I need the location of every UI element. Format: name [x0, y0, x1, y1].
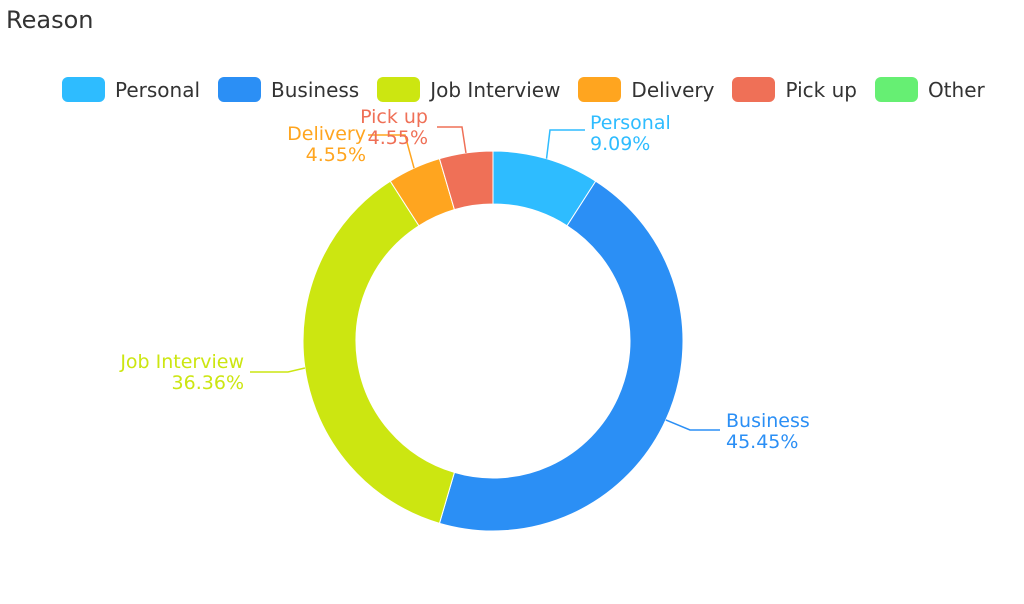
- legend-swatch: [62, 77, 105, 102]
- data-label-percent: 36.36%: [172, 372, 244, 394]
- legend-swatch: [578, 77, 622, 102]
- leader-line-job-interview: [250, 367, 306, 373]
- data-label-name: Business: [726, 410, 810, 432]
- slice-job-interview[interactable]: [302, 180, 456, 524]
- legend-item-pick-up[interactable]: Pick up: [732, 77, 857, 102]
- legend-swatch: [732, 77, 776, 102]
- legend-label: Job Interview: [430, 77, 561, 102]
- leader-line-delivery: [368, 134, 415, 169]
- legend-item-personal[interactable]: Personal: [62, 77, 200, 102]
- legend-swatch: [874, 77, 918, 102]
- legend-label: Business: [271, 77, 360, 102]
- legend: Personal Business Job Interview Delivery Pic…: [62, 77, 1003, 102]
- legend-swatch: [377, 77, 421, 102]
- data-label-percent: 45.45%: [726, 431, 798, 453]
- legend-item-other[interactable]: Other: [874, 77, 985, 102]
- legend-item-business[interactable]: Business: [218, 77, 359, 102]
- chart-title: Reason: [6, 6, 94, 34]
- data-label-percent: 4.55%: [306, 144, 366, 166]
- data-label-percent: 4.55%: [368, 127, 428, 149]
- slice-pick-up[interactable]: [438, 150, 494, 211]
- leader-line-personal: [545, 129, 585, 159]
- data-label-percent: 9.09%: [590, 133, 650, 155]
- data-label-name: Personal: [590, 112, 671, 134]
- data-label-name: Job Interview: [119, 351, 244, 373]
- legend-label: Personal: [115, 77, 201, 102]
- legend-item-delivery[interactable]: Delivery: [578, 77, 714, 102]
- legend-item-job-interview[interactable]: Job Interview: [377, 77, 560, 102]
- data-label-name: Pick up: [360, 106, 428, 128]
- legend-label: Other: [927, 77, 985, 102]
- legend-swatch: [218, 77, 262, 102]
- slice-business[interactable]: [438, 180, 684, 532]
- leader-line-pick-up: [437, 126, 467, 154]
- data-label-name: Delivery: [287, 123, 366, 145]
- legend-label: Delivery: [631, 77, 715, 102]
- legend-label: Pick up: [785, 77, 857, 102]
- leader-line-business: [665, 419, 720, 431]
